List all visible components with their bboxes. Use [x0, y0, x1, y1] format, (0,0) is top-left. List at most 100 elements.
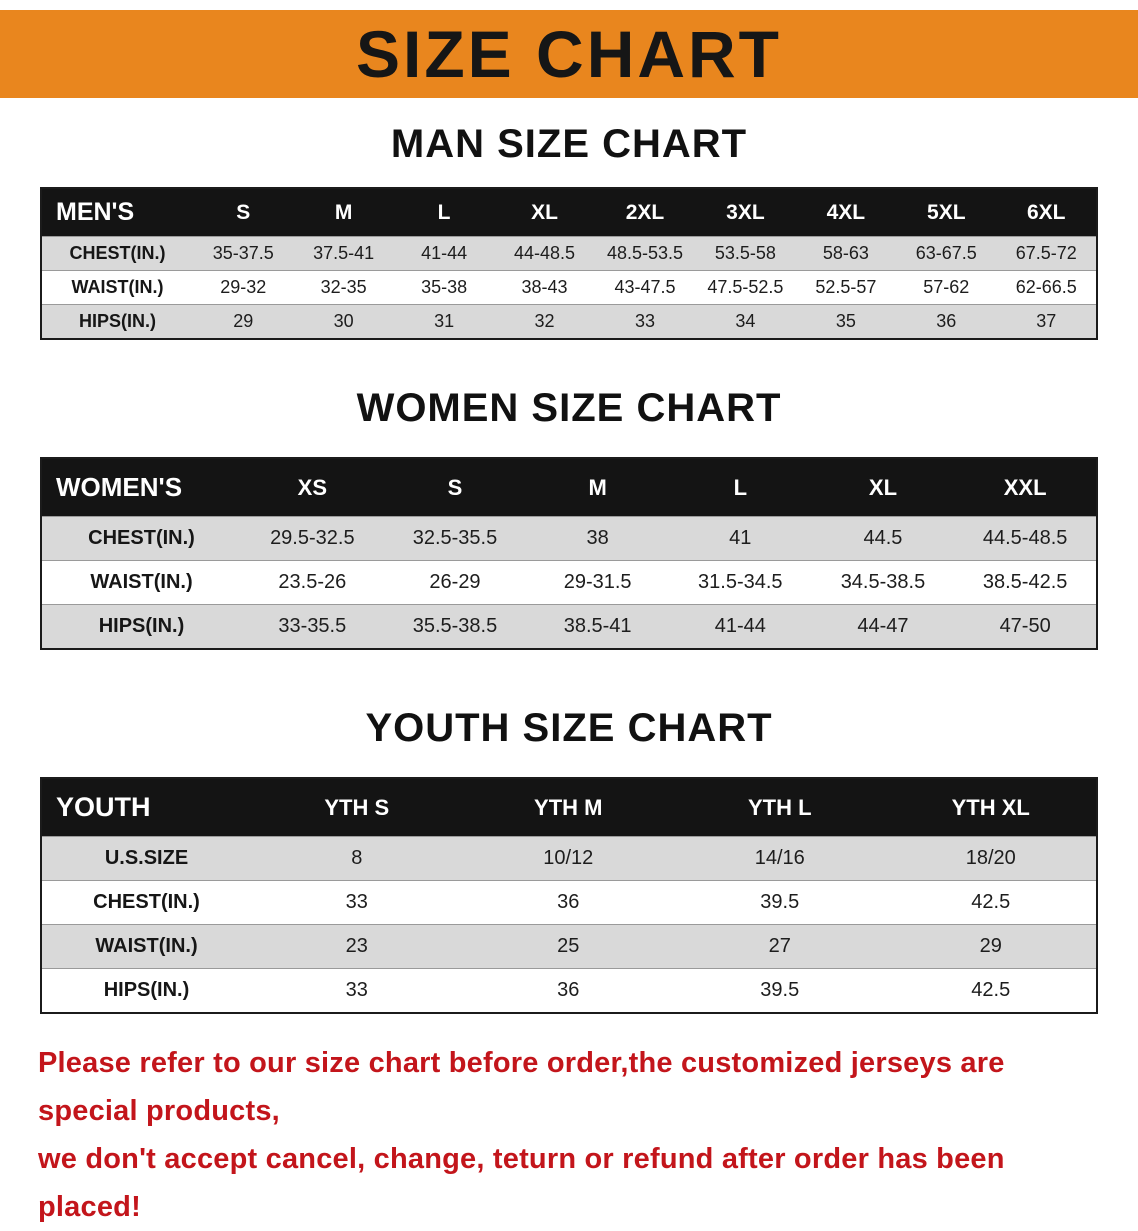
table-cell: 38-43 [521, 277, 568, 297]
size-chart-banner: SIZE CHART [0, 10, 1138, 98]
womens-size-table: WOMEN'S XS S M L XL XXL CHEST(IN.) 29.5-32.5 32.5… [40, 457, 1098, 650]
table-cell: 25 [557, 935, 580, 957]
table-header-label: WOMEN'S [41, 458, 241, 517]
table-cell: 23.5-26 [278, 571, 347, 593]
table-cell: 39.5 [760, 979, 800, 1001]
row-label: CHEST(IN.) [88, 527, 195, 549]
table-cell: 38.5-41 [563, 615, 632, 637]
table-row: WAIST(IN.) 29-32 32-35 35-38 38-43 43-47.5 47.… [41, 270, 1097, 305]
table-cell: 34.5-38.5 [840, 571, 926, 593]
table-cell: 30 [333, 311, 354, 331]
table-row: WAIST(IN.) 23.5-26 26-29 29-31.5 31.5-34.5 34… [41, 560, 1097, 605]
table-cell: 36 [557, 979, 580, 1001]
table-cell: 38.5-42.5 [982, 571, 1068, 593]
row-label: HIPS(IN.) [98, 615, 185, 637]
table-header-cell: YTH L [674, 778, 886, 837]
table-cell: 26-29 [429, 571, 481, 593]
table-cell: 43-47.5 [614, 277, 676, 297]
table-header-cell: L [393, 188, 495, 237]
table-header-cell: XL [494, 188, 595, 237]
mens-size-table: MEN'S S M L XL 2XL 3XL 4XL 5XL 6XL CHEST(IN.) 35-37… [40, 187, 1098, 340]
table-cell: 33 [634, 311, 655, 331]
table-header-row: WOMEN'S XS S M L XL XXL [41, 458, 1097, 517]
table-cell: 53.5-58 [714, 243, 776, 263]
men-section-heading: MAN SIZE CHART [390, 122, 748, 166]
table-cell: 37.5-41 [313, 243, 375, 263]
table-header-cell: YTH XL [885, 778, 1097, 837]
table-header-row: MEN'S S M L XL 2XL 3XL 4XL 5XL 6XL [41, 188, 1097, 237]
table-cell: 36 [557, 891, 580, 913]
table-cell: 35 [835, 311, 856, 331]
youth-section-heading: YOUTH SIZE CHART [365, 706, 773, 750]
table-cell: 41 [729, 527, 752, 549]
table-cell: 44-47 [857, 615, 909, 637]
row-label: HIPS(IN.) [78, 311, 156, 331]
table-row: CHEST(IN.) 33 36 39.5 42.5 [41, 880, 1097, 925]
table-cell: 23 [345, 935, 368, 957]
table-cell: 67.5-72 [1015, 243, 1077, 263]
table-header-cell: 6XL [996, 188, 1097, 237]
table-cell: 52.5-57 [815, 277, 877, 297]
women-section-heading: WOMEN SIZE CHART [356, 386, 782, 430]
disclaimer-line-1: Please refer to our size chart before or… [38, 1047, 1005, 1127]
table-cell: 32-35 [320, 277, 367, 297]
table-header-cell: YTH S [251, 778, 463, 837]
table-cell: 44-48.5 [514, 243, 576, 263]
table-cell: 42.5 [971, 891, 1011, 913]
table-cell: 31.5-34.5 [698, 571, 783, 593]
table-cell: 32 [534, 311, 555, 331]
table-cell: 36 [936, 311, 957, 331]
table-cell: 44.5-48.5 [982, 527, 1068, 549]
youth-size-table: YOUTH YTH S YTH M YTH L YTH XL U.S.SIZE 8 10/12… [40, 777, 1098, 1014]
table-header-label: MEN'S [41, 188, 193, 237]
table-cell: 10/12 [543, 847, 594, 869]
table-cell: 44.5 [863, 527, 903, 549]
table-cell: 42.5 [971, 979, 1011, 1001]
table-cell: 63-67.5 [915, 243, 977, 263]
row-label: HIPS(IN.) [103, 979, 190, 1001]
table-cell: 32.5-35.5 [412, 527, 498, 549]
table-cell: 47.5-52.5 [707, 277, 784, 297]
table-cell: 33-35.5 [278, 615, 347, 637]
table-cell: 62-66.5 [1015, 277, 1077, 297]
table-cell: 48.5-53.5 [606, 243, 683, 263]
table-cell: 33 [345, 979, 368, 1001]
table-cell: 39.5 [760, 891, 800, 913]
row-label: CHEST(IN.) [93, 891, 200, 913]
table-cell: 35-37.5 [212, 243, 274, 263]
banner-title: SIZE CHART [356, 17, 782, 91]
table-header-cell: XXL [954, 458, 1097, 517]
table-cell: 29 [979, 935, 1002, 957]
table-cell: 41-44 [421, 243, 468, 263]
table-cell: 29-31.5 [563, 571, 632, 593]
table-cell: 33 [345, 891, 368, 913]
table-cell: 37 [1036, 311, 1057, 331]
table-header-cell: 3XL [695, 188, 796, 237]
table-header-label: YOUTH [41, 778, 251, 837]
table-cell: 58-63 [822, 243, 869, 263]
table-header-row: YOUTH YTH S YTH M YTH L YTH XL [41, 778, 1097, 837]
disclaimer-line-2: we don't accept cancel, change, teturn o… [38, 1142, 1005, 1223]
table-row: HIPS(IN.) 33-35.5 35.5-38.5 38.5-41 41-44 44-… [41, 604, 1097, 649]
table-header-cell: XS [241, 458, 384, 517]
table-header-cell: S [383, 458, 527, 517]
table-header-cell: 4XL [795, 188, 897, 237]
row-label: WAIST(IN.) [90, 571, 193, 593]
table-cell: 38 [586, 527, 609, 549]
table-row: CHEST(IN.) 29.5-32.5 32.5-35.5 38 41 44.5 44.5… [41, 516, 1097, 561]
table-header-cell: S [193, 188, 294, 237]
table-cell: 34 [735, 311, 756, 331]
table-header-cell: L [668, 458, 812, 517]
order-disclaimer: Please refer to our size chart before or… [38, 1040, 1100, 1231]
table-cell: 29 [233, 311, 254, 331]
table-cell: 29-32 [220, 277, 267, 297]
table-cell: 29.5-32.5 [270, 527, 355, 549]
table-cell: 57-62 [923, 277, 970, 297]
table-row: HIPS(IN.) 33 36 39.5 42.5 [41, 968, 1097, 1013]
table-header-cell: 5XL [896, 188, 997, 237]
table-cell: 27 [768, 935, 791, 957]
table-header-cell: M [526, 458, 669, 517]
row-label: U.S.SIZE [104, 847, 189, 869]
table-header-cell: XL [811, 458, 955, 517]
table-row: U.S.SIZE 8 10/12 14/16 18/20 [41, 836, 1097, 881]
